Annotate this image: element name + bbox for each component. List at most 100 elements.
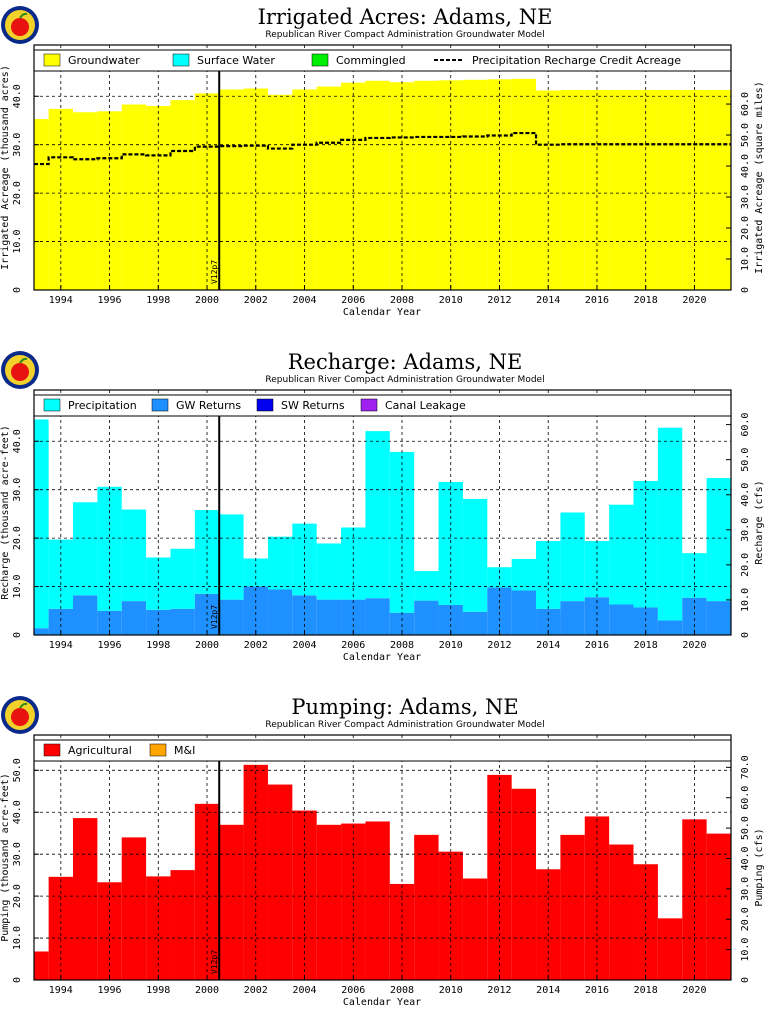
x-axis-label: Calendar Year [343, 652, 421, 663]
svg-text:Agricultural: Agricultural [68, 744, 132, 757]
x-tick-label: 2006 [341, 295, 365, 306]
bar-gw-returns-2006 [341, 599, 366, 635]
x-tick-label: 2012 [487, 640, 511, 651]
bar-precipitation-1993 [34, 419, 49, 629]
seal-logo [1, 6, 39, 44]
bar-agricultural-2001 [219, 824, 244, 980]
right-tick-label: 30.0 [740, 185, 751, 209]
chart-subtitle: Republican River Compact Administration … [265, 30, 544, 40]
svg-text:Precipitation: Precipitation [68, 399, 137, 412]
bar-groundwater-2009 [414, 80, 439, 290]
left-tick-label: 40.0 [12, 429, 23, 453]
seal-logo [1, 351, 39, 389]
bar-agricultural-2015 [560, 834, 585, 980]
x-tick-label: 2012 [487, 295, 511, 306]
plot-frame [33, 734, 732, 981]
right-tick-label: 0 [740, 977, 751, 983]
left-tick-label: 20.0 [12, 884, 23, 908]
bar-groundwater-2005 [316, 86, 342, 291]
bar-groundwater-2011 [462, 79, 488, 290]
y-axis-label: Irrigated Acreage (thousand acres) [0, 65, 11, 270]
x-tick-label: 2016 [585, 295, 609, 306]
right-tick-label: 40.0 [740, 154, 751, 178]
bar-precipitation-2016 [584, 541, 610, 598]
x-tick-label: 2016 [585, 985, 609, 996]
x-tick-label: 1998 [146, 640, 170, 651]
right-tick-label: 50.0 [740, 816, 751, 840]
bar-groundwater-2017 [609, 89, 634, 291]
legend-item-2: GW Returns [151, 398, 241, 412]
bar-groundwater-1997 [121, 104, 147, 291]
x-tick-label: 2000 [195, 295, 219, 306]
right-tick-label: 50.0 [740, 123, 751, 147]
grid [34, 45, 731, 290]
x-tick-label: 2014 [536, 295, 560, 306]
version-marker-label: V12p7 [210, 605, 219, 629]
x-tick-label: 1996 [98, 295, 122, 306]
legend-item-2: M&I [149, 743, 195, 757]
legend-item-3: Commingled [311, 53, 406, 67]
x-tick-label: 1994 [49, 985, 73, 996]
bar-gw-returns-2021 [706, 601, 731, 635]
x-tick-label: 1998 [146, 985, 170, 996]
y-axis-label: Pumping (thousand acre-feet) [0, 773, 11, 942]
right-axis-ticks: 0 10.0 20.0 30.0 40.0 50.0 60.0 [726, 413, 751, 638]
bar-gw-returns-1997 [121, 601, 147, 635]
bar-agricultural-2002 [243, 764, 268, 980]
bar-agricultural-2019 [657, 918, 683, 980]
bar-precipitation-2013 [511, 558, 537, 591]
bar-precipitation-2007 [365, 431, 390, 599]
x-tick-label: 1994 [49, 640, 73, 651]
bar-groundwater-2015 [560, 89, 585, 291]
left-tick-label: 10.0 [12, 230, 23, 254]
x-tick-label: 2020 [682, 295, 706, 306]
plot-frame [33, 44, 732, 291]
x-tick-label: 2014 [536, 985, 560, 996]
right-axis-ticks: 0 10.0 20.0 30.0 40.0 50.0 60.0 [726, 92, 751, 293]
bar-gw-returns-2008 [389, 612, 415, 635]
bar-gw-returns-2002 [243, 586, 268, 635]
x-axis-ticks: 1994 1996 1998 2000 2002 2004 2006 2008 2010 2012… [49, 975, 706, 996]
svg-text:Canal Leakage: Canal Leakage [385, 399, 466, 412]
left-axis-ticks: 0 10.0 20.0 30.0 40.0 [12, 429, 39, 638]
legend-item-3: SW Returns [256, 398, 345, 412]
svg-text:GW Returns: GW Returns [176, 399, 241, 412]
bar-agricultural-2013 [511, 788, 537, 980]
bar-gw-returns-1993 [34, 628, 49, 635]
left-tick-label: 50.0 [12, 758, 23, 782]
bar-gw-returns-2011 [462, 611, 488, 635]
version-marker-label: V12p7 [210, 260, 219, 284]
x-tick-label: 2010 [439, 985, 463, 996]
bar-agricultural-2017 [609, 844, 634, 980]
legend-item-1: Groundwater [43, 53, 140, 67]
legend: Groundwater Surface Water Commingled Precip… [33, 49, 732, 72]
y2-axis-label: Irrigated Acreage (square miles) [754, 81, 765, 274]
data-bars [34, 78, 731, 291]
bar-gw-returns-2009 [414, 600, 439, 635]
x-tick-label: 2002 [244, 985, 268, 996]
bar-agricultural-2021 [706, 833, 731, 980]
bar-groundwater-1995 [72, 112, 98, 290]
left-tick-label: 40.0 [12, 800, 23, 824]
bar-groundwater-1993 [34, 119, 49, 290]
x-tick-label: 2018 [634, 295, 658, 306]
x-tick-label: 2008 [390, 985, 414, 996]
x-tick-label: 2018 [634, 985, 658, 996]
left-tick-label: 30.0 [12, 478, 23, 502]
plot-frame [33, 389, 732, 636]
legend: Agricultural M&I [33, 739, 732, 762]
x-tick-label: 2000 [195, 985, 219, 996]
x-tick-label: 2020 [682, 985, 706, 996]
bar-agricultural-2006 [341, 823, 366, 980]
bar-agricultural-2012 [487, 774, 512, 980]
right-tick-label: 0 [740, 287, 751, 293]
bar-gw-returns-2003 [267, 589, 293, 635]
right-tick-label: 0 [740, 632, 751, 638]
x-tick-label: 2010 [439, 640, 463, 651]
svg-text:Surface Water: Surface Water [197, 54, 275, 67]
bar-precipitation-1995 [72, 502, 98, 596]
legend: Precipitation GW Returns SW Returns Canal L… [33, 394, 732, 417]
bar-groundwater-2013 [511, 78, 537, 290]
bar-gw-returns-2013 [511, 590, 537, 635]
